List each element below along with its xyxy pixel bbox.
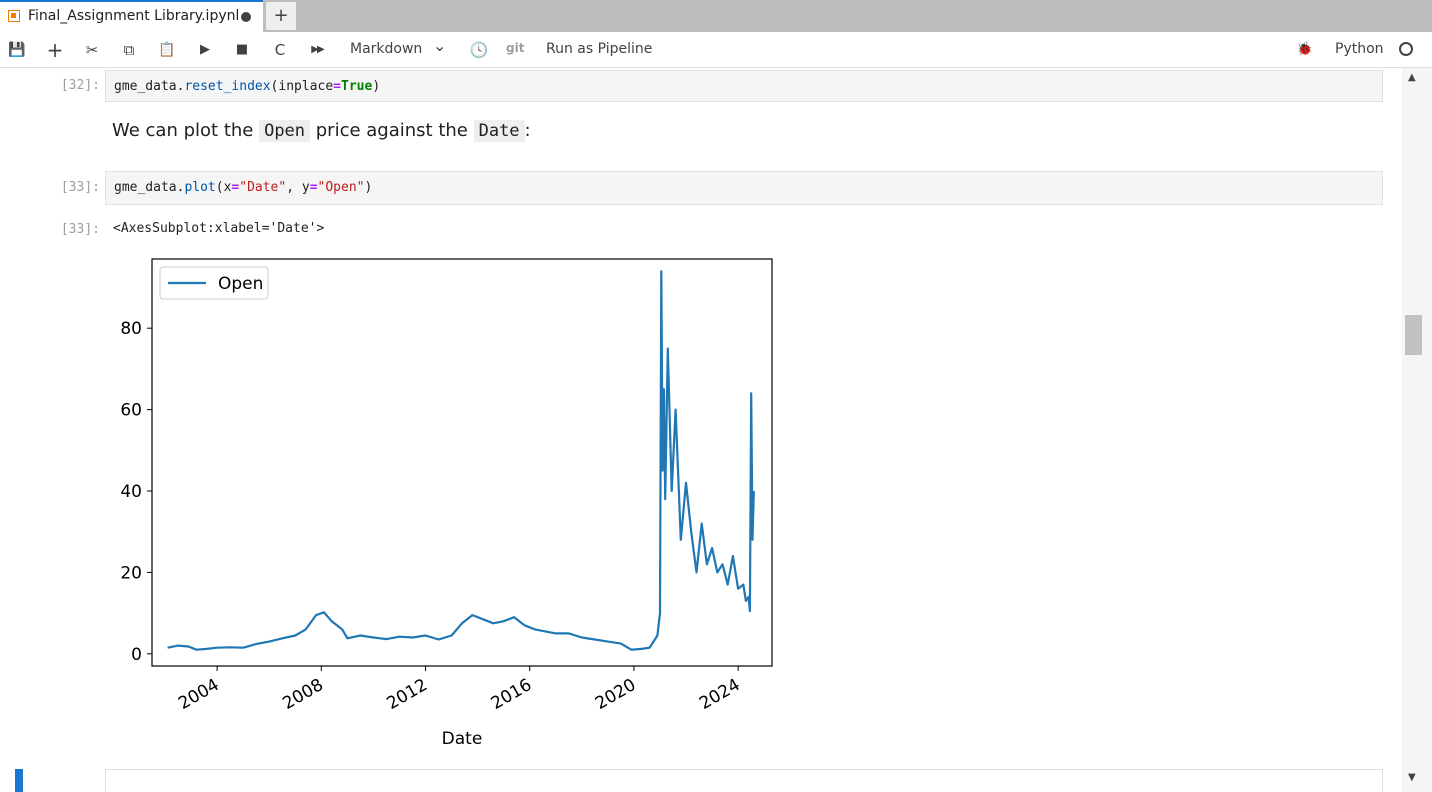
cut-icon[interactable]: ✂ — [85, 41, 99, 59]
legend-label: Open — [218, 274, 263, 294]
md-text: price against the — [310, 120, 474, 141]
notebook-panel: [32]: gme_data.reset_index(inplace=True)… — [0, 68, 1402, 792]
x-tick-label: 2008 — [279, 675, 326, 714]
input-prompt: [32]: — [60, 78, 100, 93]
history-icon[interactable]: 🕓 — [469, 41, 489, 59]
add-cell-icon[interactable]: + — [46, 38, 64, 62]
code-cell-33[interactable]: gme_data.plot(x="Date", y="Open") — [105, 171, 1383, 205]
output-prompt: [33]: — [60, 222, 100, 237]
save-icon[interactable]: 💾 — [8, 42, 26, 58]
unsaved-dot-icon[interactable] — [241, 12, 251, 22]
run-as-pipeline-button[interactable]: Run as Pipeline — [546, 41, 653, 57]
y-tick-label: 40 — [120, 482, 142, 502]
stop-icon[interactable]: ■ — [235, 42, 249, 57]
paste-icon[interactable]: 📋 — [158, 42, 176, 58]
y-tick-label: 20 — [120, 563, 142, 583]
scroll-up-icon[interactable]: ▲ — [1408, 72, 1416, 83]
notebook-icon — [8, 10, 20, 22]
kernel-status-icon — [1399, 42, 1413, 56]
line-chart: 0 20 40 60 80 2004 2008 2012 2016 2020 2024 Date Ope… — [120, 258, 773, 748]
run-all-icon[interactable]: ▶▶ — [311, 44, 324, 55]
md-code-date: Date — [473, 120, 525, 142]
debugger-icon[interactable]: 🐞 — [1296, 42, 1314, 57]
code-cell-32[interactable]: gme_data.reset_index(inplace=True) — [105, 70, 1383, 102]
notebook-tab[interactable]: Final_Assignment Library.ipynb — [0, 0, 263, 32]
x-tick-label: 2020 — [592, 675, 639, 714]
tab-title[interactable]: Final_Assignment Library.ipynb — [28, 8, 238, 24]
active-cell-marker — [15, 769, 23, 792]
markdown-cell[interactable]: We can plot the Open price against the D… — [112, 120, 531, 142]
scrollbar[interactable] — [1402, 68, 1432, 792]
scroll-down-icon[interactable]: ▼ — [1408, 772, 1416, 783]
md-text: We can plot the — [112, 120, 260, 141]
chevron-down-icon[interactable]: ⌄ — [433, 36, 447, 55]
x-axis-label: Date — [442, 729, 483, 748]
cell-type-select[interactable]: Markdown — [350, 41, 423, 57]
plot-area — [151, 258, 773, 667]
y-tick-label: 60 — [120, 401, 142, 421]
x-tick-label: 2024 — [696, 675, 743, 714]
x-tick-label: 2004 — [175, 675, 222, 714]
git-icon[interactable]: git — [506, 41, 525, 55]
md-code-open: Open — [259, 120, 311, 142]
run-icon[interactable]: ▶ — [200, 42, 210, 57]
tab-bar: Final_Assignment Library.ipynb + — [0, 0, 1432, 32]
copy-icon[interactable]: ⧉ — [123, 41, 135, 59]
x-tick-label: 2016 — [488, 675, 535, 714]
y-tick-label: 80 — [120, 319, 142, 339]
new-tab-button[interactable]: + — [266, 2, 296, 30]
restart-icon[interactable]: C — [274, 41, 286, 59]
legend-box — [159, 266, 269, 300]
next-code-cell[interactable] — [105, 769, 1383, 792]
notebook-toolbar: 💾 + ✂ ⧉ 📋 ▶ ■ C ▶▶ Markdown ⌄ 🕓 git Run … — [0, 32, 1432, 68]
series-line-open — [167, 270, 755, 651]
x-tick-label: 2012 — [384, 675, 431, 714]
input-prompt: [33]: — [60, 180, 100, 195]
kernel-name[interactable]: Python — [1335, 41, 1384, 57]
y-tick-label: 0 — [131, 645, 142, 665]
md-text: : — [524, 120, 531, 141]
scrollbar-thumb[interactable] — [1405, 315, 1422, 355]
output-text: <AxesSubplot:xlabel='Date'> — [113, 221, 325, 236]
